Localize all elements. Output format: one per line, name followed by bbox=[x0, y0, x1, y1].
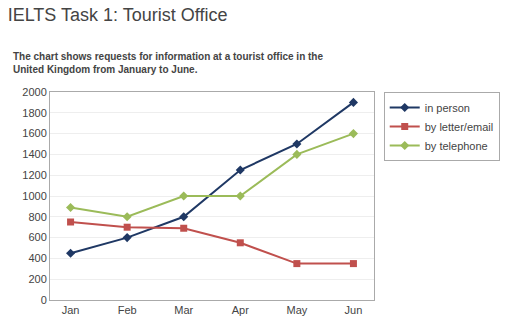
svg-text:Jan: Jan bbox=[62, 304, 80, 316]
svg-text:400: 400 bbox=[28, 252, 46, 264]
svg-text:by letter/email: by letter/email bbox=[425, 121, 493, 133]
svg-text:200: 200 bbox=[28, 273, 46, 285]
svg-text:Feb: Feb bbox=[118, 304, 137, 316]
svg-text:Mar: Mar bbox=[174, 304, 193, 316]
svg-text:in person: in person bbox=[425, 102, 470, 114]
svg-text:0: 0 bbox=[41, 294, 47, 306]
svg-text:May: May bbox=[286, 304, 307, 316]
svg-text:1600: 1600 bbox=[22, 127, 46, 139]
svg-text:1200: 1200 bbox=[22, 169, 46, 181]
svg-text:Apr: Apr bbox=[232, 304, 249, 316]
svg-text:1000: 1000 bbox=[22, 190, 46, 202]
svg-text:600: 600 bbox=[28, 231, 46, 243]
svg-text:by telephone: by telephone bbox=[425, 140, 488, 152]
svg-text:IELTS Task 1: Tourist Office: IELTS Task 1: Tourist Office bbox=[8, 5, 228, 25]
svg-text:1800: 1800 bbox=[22, 107, 46, 119]
svg-text:Jun: Jun bbox=[345, 304, 363, 316]
svg-text:800: 800 bbox=[28, 211, 46, 223]
svg-text:The chart shows requests for i: The chart shows requests for information… bbox=[13, 51, 323, 75]
svg-text:2000: 2000 bbox=[22, 86, 46, 98]
svg-text:1400: 1400 bbox=[22, 148, 46, 160]
